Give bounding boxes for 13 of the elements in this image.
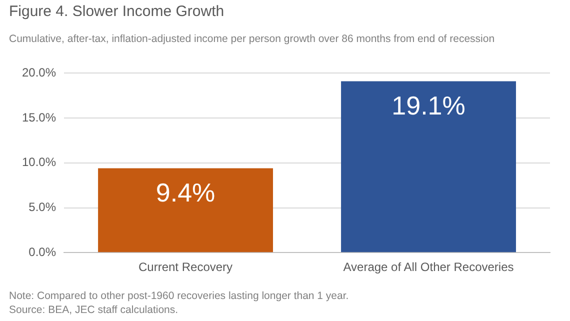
x-tick-label: Average of All Other Recoveries <box>343 260 514 274</box>
y-tick-label: 5.0% <box>28 200 56 214</box>
x-tick-label: Current Recovery <box>138 260 233 274</box>
source-note: Source: BEA, JEC staff calculations. <box>9 303 180 317</box>
y-tick-label: 15.0% <box>22 110 56 124</box>
data-label: 9.4% <box>156 177 216 208</box>
chart-subtitle: Cumulative, after-tax, inflation-adjusted income per person growth over 86 months from end of recession <box>9 33 495 45</box>
text: Note: Compared to other post-1960 recoveries lasting longer than 1 year. <box>9 289 349 303</box>
y-tick-label: 20.0% <box>22 66 56 80</box>
data-label: 19.1% <box>392 90 466 120</box>
y-tick-label: 0.0% <box>28 244 56 259</box>
chart-title: Figure 4. Slower Income Growth <box>9 3 224 20</box>
y-tick-label: 10.0% <box>22 155 56 170</box>
